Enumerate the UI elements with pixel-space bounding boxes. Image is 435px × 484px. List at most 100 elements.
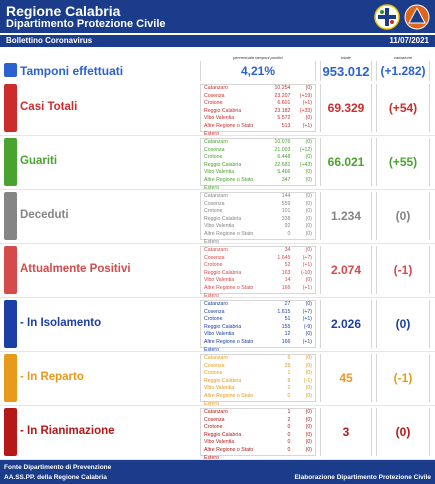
province-row: Crotone 51 (+1) (204, 316, 312, 324)
province-row: Altre Regione o Stato Estero 166 (+1) (204, 285, 312, 300)
province-name: Cosenza (204, 308, 225, 315)
province-row: Catanzaro 10.254 (0) (204, 85, 312, 93)
province-value: 338 (281, 215, 291, 222)
province-name: Vibo Valentia (204, 277, 235, 284)
province-variation: (-9) (303, 323, 312, 330)
province-name: Catanzaro (204, 85, 228, 91)
province-breakdown: Catanzaro 34 (0) Cosenza 1.645 (+7) Crotone 52 (… (200, 246, 316, 299)
province-row: Altre Regione o Stato Estero 166 (+1) (204, 339, 312, 354)
province-variation: (0) (305, 392, 312, 399)
province-name: Altre Regione o Stato Estero (204, 230, 254, 245)
province-name: Reggio Calabria (204, 269, 242, 276)
province-value: 27 (284, 301, 291, 307)
section-title: - In Isolamento (20, 317, 102, 329)
province-row: Crotone 0 (0) (204, 424, 312, 432)
protezione-civile-logo-icon (404, 4, 430, 30)
province-name: Reggio Calabria (204, 323, 242, 330)
tamponi-variation: (+1.282) (376, 61, 430, 81)
tamponi-label: Tamponi effettuati (20, 64, 124, 78)
province-variation: (+1) (302, 100, 312, 107)
province-name: Altre Regione o Stato Estero (204, 446, 254, 461)
province-row: Reggio Calabria 155 (-9) (204, 324, 312, 332)
province-variation: (0) (305, 230, 312, 237)
province-variation: (+1) (302, 316, 312, 323)
province-row: Catanzaro 1 (0) (204, 409, 312, 417)
province-name: Crotone (204, 100, 223, 107)
section-title: - In Reparto (20, 371, 84, 383)
province-variation: (0) (305, 176, 312, 183)
province-row: Reggio Calabria 163 (-10) (204, 270, 312, 278)
section-row: Guariti Catanzaro 10.076 (0) Cosenza 21.003 (+… (0, 138, 435, 191)
province-name: Altre Regione o Stato Estero (204, 338, 254, 353)
province-value: 23.207 (274, 92, 291, 99)
province-name: Crotone (204, 208, 223, 215)
province-breakdown: Catanzaro 1 (0) Cosenza 2 (0) Crotone 0 (0) Reggi… (200, 408, 316, 461)
section-divider (0, 135, 435, 136)
province-value: 1 (287, 370, 291, 377)
province-variation: (+7) (302, 308, 312, 315)
province-row: Altre Regione o Stato Estero 0 (0) (204, 393, 312, 408)
province-variation: (0) (305, 362, 312, 369)
province-value: 101 (281, 208, 291, 215)
province-variation: (0) (305, 301, 312, 307)
section-row: Attualmente Positivi Catanzaro 34 (0) Cosenz… (0, 246, 435, 299)
footer-source: Fonte Dipartimento di Prevenzione (4, 464, 112, 471)
section-row: Casi Totali Catanzaro 10.254 (0) Cosenza 23.2… (0, 84, 435, 137)
province-value: 0 (287, 392, 291, 399)
province-row: Cosenza 2 (0) (204, 417, 312, 425)
province-variation: (0) (305, 331, 312, 338)
section-variation: (0) (376, 408, 430, 456)
province-name: Vibo Valentia (204, 385, 235, 392)
province-variation: (0) (305, 247, 312, 253)
province-value: 28 (284, 362, 291, 369)
province-value: 22.681 (274, 161, 291, 168)
province-name: Altre Regione o Stato Estero (204, 122, 254, 137)
province-value: 2 (287, 385, 291, 392)
province-variation: (0) (305, 115, 312, 122)
section-total: 3 (320, 408, 372, 456)
province-row: Vibo Valentia 2 (0) (204, 385, 312, 393)
province-name: Vibo Valentia (204, 223, 235, 230)
section-divider (0, 351, 435, 352)
section-variation: (-1) (376, 354, 430, 402)
province-variation: (-10) (301, 269, 312, 276)
tamponi-color-bar (4, 63, 17, 77)
province-value: 0 (287, 230, 291, 237)
province-value: 155 (281, 323, 291, 330)
section-color-bar (4, 138, 17, 186)
province-row: Cosenza 21.003 (+12) (204, 147, 312, 155)
province-variation: (0) (305, 169, 312, 176)
province-value: 5.466 (277, 169, 291, 176)
province-value: 0 (287, 424, 291, 431)
province-name: Altre Regione o Stato Estero (204, 392, 254, 407)
province-name: Crotone (204, 154, 223, 161)
province-value: 1 (287, 409, 291, 415)
province-row: Reggio Calabria 23.182 (+33) (204, 108, 312, 116)
footer-source-line-2: AA.SS.PP. della Regione Calabria (4, 474, 107, 481)
province-value: 6 (287, 355, 291, 361)
column-header-total: totale (341, 55, 351, 60)
province-value: 5.572 (277, 115, 291, 122)
province-row: Catanzaro 144 (0) (204, 193, 312, 201)
province-value: 144 (281, 193, 291, 199)
section-divider (0, 459, 435, 460)
tamponi-total: 953.012 (320, 61, 372, 81)
province-value: 0 (287, 446, 291, 453)
province-name: Crotone (204, 262, 223, 269)
province-name: Crotone (204, 316, 223, 323)
province-value: 166 (281, 338, 291, 345)
province-variation: (0) (305, 424, 312, 431)
province-row: Catanzaro 34 (0) (204, 247, 312, 255)
province-variation: (+33) (299, 107, 312, 114)
section-variation: (-1) (376, 246, 430, 294)
province-value: 23.182 (274, 107, 291, 114)
province-name: Cosenza (204, 362, 225, 369)
section-row: - In Rianimazione Catanzaro 1 (0) Cosenza 2 (0… (0, 408, 435, 461)
province-row: Catanzaro 6 (0) (204, 355, 312, 363)
province-row: Crotone 52 (+1) (204, 262, 312, 270)
section-title: Guariti (20, 155, 58, 167)
province-variation: (+1) (302, 122, 312, 129)
province-row: Vibo Valentia 5.572 (0) (204, 115, 312, 123)
province-value: 559 (281, 200, 291, 207)
province-variation: (0) (305, 439, 312, 446)
